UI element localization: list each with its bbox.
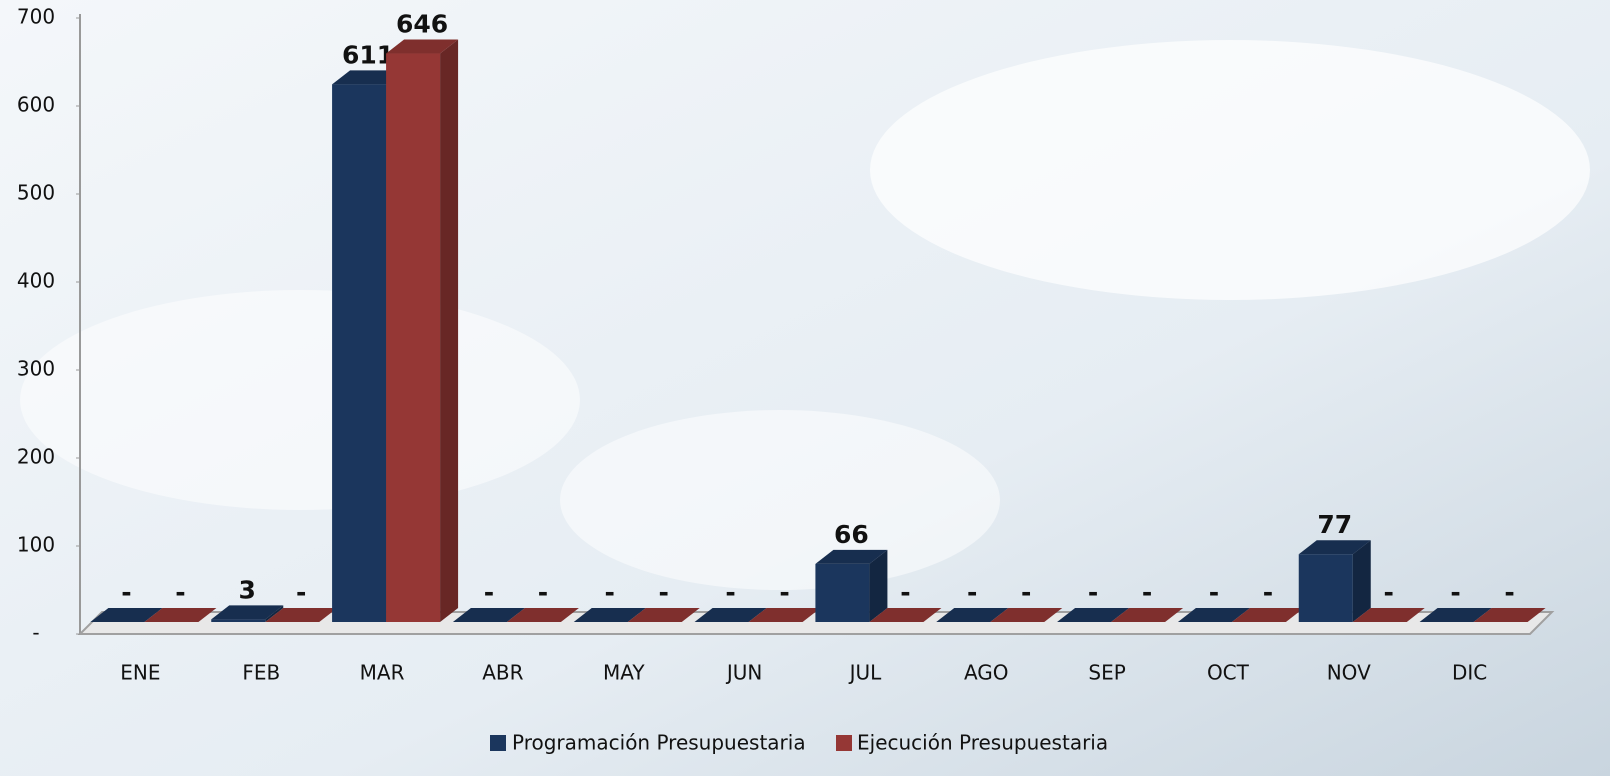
bar: [90, 608, 163, 622]
bar: [748, 608, 821, 622]
x-tick-label: JUN: [725, 661, 763, 685]
bar: [1057, 608, 1130, 622]
legend-label: Programación Presupuestaria: [512, 731, 806, 755]
bar: [1111, 608, 1184, 622]
value-label: -: [538, 578, 548, 607]
legend-swatch: [836, 735, 852, 751]
value-label: -: [1142, 578, 1152, 607]
legend-label: Ejecución Presupuestaria: [857, 731, 1108, 755]
x-tick-label: SEP: [1088, 661, 1125, 685]
value-label: -: [779, 578, 789, 607]
bar: [265, 608, 338, 622]
value-label: -: [1021, 578, 1031, 607]
value-label: -: [659, 578, 669, 607]
decoration: [20, 290, 580, 510]
bar: [144, 608, 217, 622]
x-tick-label: MAR: [360, 661, 405, 685]
value-label: -: [900, 578, 910, 607]
x-tick-label: NOV: [1327, 661, 1371, 685]
value-label: -: [967, 578, 977, 607]
bar: [936, 608, 1009, 622]
bar: [1473, 608, 1546, 622]
bar: [1231, 608, 1304, 622]
y-tick-label: 300: [17, 357, 55, 381]
bar: [1177, 608, 1250, 622]
value-label: -: [121, 578, 131, 607]
bar: [1298, 540, 1371, 622]
value-label: 77: [1317, 510, 1352, 539]
x-tick-label: DIC: [1452, 661, 1487, 685]
value-label: -: [1504, 578, 1514, 607]
x-tick-label: MAY: [603, 661, 645, 685]
value-label: -: [175, 578, 185, 607]
value-label: -: [725, 578, 735, 607]
value-label: -: [484, 578, 494, 607]
bar: [573, 608, 646, 622]
y-tick-label: 200: [17, 445, 55, 469]
value-label: -: [605, 578, 615, 607]
bar: [386, 39, 459, 622]
bar: [694, 608, 767, 622]
value-label: -: [1088, 578, 1098, 607]
value-label: -: [1450, 578, 1460, 607]
y-tick-label: 700: [17, 5, 55, 29]
bar: [990, 608, 1063, 622]
x-tick-label: AGO: [964, 661, 1009, 685]
value-label: -: [1209, 578, 1219, 607]
value-label: 611: [342, 40, 394, 69]
value-label: 646: [396, 10, 448, 39]
y-tick-label: 400: [17, 269, 55, 293]
x-tick-label: OCT: [1207, 661, 1250, 685]
y-tick-label: -: [32, 621, 39, 645]
x-tick-label: FEB: [242, 661, 280, 685]
decoration: [560, 410, 1000, 590]
x-tick-label: JUL: [848, 661, 883, 685]
decoration: [870, 40, 1590, 300]
value-label: -: [296, 578, 306, 607]
y-tick-label: 500: [17, 181, 55, 205]
bar: [627, 608, 700, 622]
bar: [1419, 608, 1492, 622]
x-tick-label: ENE: [120, 661, 160, 685]
value-label: 66: [834, 520, 869, 549]
bar: [869, 608, 942, 622]
x-tick-label: ABR: [482, 661, 523, 685]
value-label: 3: [239, 575, 256, 604]
legend-swatch: [490, 735, 506, 751]
bar: [506, 608, 579, 622]
bar: [815, 549, 888, 622]
value-label: -: [1263, 578, 1273, 607]
bar: [452, 608, 525, 622]
bar: [1352, 608, 1425, 622]
bar: [211, 605, 284, 622]
y-tick-label: 100: [17, 533, 55, 557]
y-tick-label: 600: [17, 93, 55, 117]
value-label: -: [1384, 578, 1394, 607]
